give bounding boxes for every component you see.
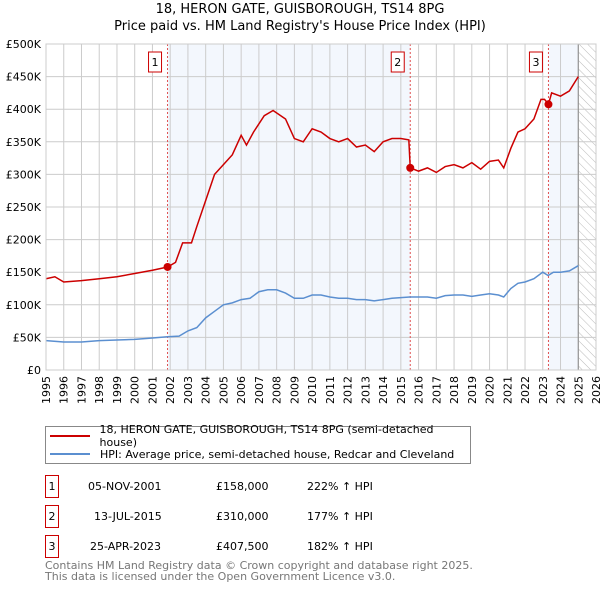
x-tick-label: 2002 bbox=[164, 376, 177, 404]
y-tick-label: £500K bbox=[6, 38, 42, 51]
sale-date: 05-NOV-2001 bbox=[88, 480, 162, 493]
x-tick-label: 2013 bbox=[359, 376, 372, 404]
sale-row: 3 25-APR-2023 £407,500 182% ↑ HPI bbox=[45, 535, 545, 559]
sale-point bbox=[406, 163, 415, 172]
legend-item-hpi: HPI: Average price, semi-detached house,… bbox=[50, 445, 454, 463]
sale-label-box bbox=[528, 51, 543, 73]
x-tick-label: 2000 bbox=[129, 376, 142, 404]
y-tick-label: £150K bbox=[6, 266, 42, 279]
x-tick-label: 1998 bbox=[93, 376, 106, 404]
x-tick-label: 2026 bbox=[590, 376, 600, 404]
x-tick-label: 2004 bbox=[200, 376, 213, 404]
y-tick-label: £100K bbox=[6, 299, 42, 312]
x-tick-label: 2023 bbox=[537, 376, 550, 404]
x-tick-label: 2012 bbox=[342, 376, 355, 404]
y-tick-label: £0 bbox=[27, 364, 41, 377]
x-tick-label: 2024 bbox=[555, 376, 568, 404]
sale-marker-label: 2 bbox=[45, 505, 59, 528]
x-tick-label: 2020 bbox=[484, 376, 497, 404]
y-tick-label: £400K bbox=[6, 103, 42, 116]
x-tick-label: 2016 bbox=[413, 376, 426, 404]
sale-hpi-change: 182% ↑ HPI bbox=[307, 540, 373, 553]
x-tick-label: 2018 bbox=[448, 376, 461, 404]
sale-date: 13-JUL-2015 bbox=[94, 510, 162, 523]
x-tick-label: 2015 bbox=[395, 376, 408, 404]
plot-border bbox=[45, 43, 597, 371]
x-tick-label: 2005 bbox=[217, 376, 230, 404]
sale-marker-label: 1 bbox=[45, 475, 59, 498]
sale-price: £310,000 bbox=[216, 510, 269, 523]
sale-label-box bbox=[390, 51, 405, 73]
sale-row: 1 05-NOV-2001 £158,000 222% ↑ HPI bbox=[45, 475, 545, 499]
legend-item-property: 18, HERON GATE, GUISBOROUGH, TS14 8PG (s… bbox=[50, 423, 470, 449]
sale-label: 1 bbox=[152, 56, 159, 69]
x-tick-label: 2014 bbox=[377, 376, 390, 404]
y-tick-label: £450K bbox=[6, 71, 42, 84]
legend-label-property: 18, HERON GATE, GUISBOROUGH, TS14 8PG (s… bbox=[99, 423, 434, 449]
blue-line-swatch bbox=[50, 453, 90, 455]
x-tick-label: 2006 bbox=[235, 376, 248, 404]
series-line-hpi bbox=[45, 265, 579, 343]
x-tick-label: 1995 bbox=[40, 376, 53, 404]
y-tick-label: £200K bbox=[6, 234, 42, 247]
sale-row: 2 13-JUL-2015 £310,000 177% ↑ HPI bbox=[45, 505, 545, 529]
price-chart: 1995 1996 1997 1998 1999 2000 2001 2002 2003 2004… bbox=[6, 38, 600, 404]
x-tick-label: 1996 bbox=[58, 376, 71, 404]
x-tick-label: 2009 bbox=[288, 376, 301, 404]
x-tick-label: 2008 bbox=[271, 376, 284, 404]
y-tick-label: £50K bbox=[13, 331, 42, 344]
x-tick-label: 1997 bbox=[75, 376, 88, 404]
x-tick-label: 2017 bbox=[430, 376, 443, 404]
y-tick-label: £350K bbox=[6, 136, 42, 149]
sale-label-box bbox=[148, 51, 163, 73]
x-tick-label: 2019 bbox=[466, 376, 479, 404]
x-tick-label: 2003 bbox=[182, 376, 195, 404]
copyright-text: Contains HM Land Registry data © Crown c… bbox=[45, 559, 473, 572]
sale-hpi-change: 177% ↑ HPI bbox=[307, 510, 373, 523]
chart-title: 18, HERON GATE, GUISBOROUGH, TS14 8PG bbox=[155, 2, 445, 17]
x-tick-label: 2021 bbox=[501, 376, 514, 404]
y-tick-label: £250K bbox=[6, 201, 42, 214]
x-tick-label: 2011 bbox=[324, 376, 337, 404]
legend: 18, HERON GATE, GUISBOROUGH, TS14 8PG (s… bbox=[45, 423, 471, 464]
sale-date: 25-APR-2023 bbox=[90, 540, 162, 553]
legend-label-hpi: HPI: Average price, semi-detached house,… bbox=[100, 447, 455, 461]
sale-hpi-change: 222% ↑ HPI bbox=[307, 480, 373, 493]
sale-point bbox=[544, 100, 553, 109]
sale-label: 3 bbox=[532, 56, 539, 69]
sale-marker-label: 3 bbox=[45, 535, 59, 558]
x-tick-label: 2001 bbox=[146, 376, 159, 404]
footer: Contains HM Land Registry data © Crown c… bbox=[45, 560, 473, 582]
y-tick-label: £300K bbox=[6, 168, 42, 181]
x-tick-label: 2022 bbox=[519, 376, 532, 404]
chart-subtitle: Price paid vs. HM Land Registry's House … bbox=[114, 19, 486, 34]
sale-price: £407,500 bbox=[216, 540, 269, 553]
red-line-swatch bbox=[50, 435, 90, 437]
licence-text: This data is licensed under the Open Gov… bbox=[45, 570, 396, 583]
x-tick-label: 2007 bbox=[253, 376, 266, 404]
sale-price: £158,000 bbox=[216, 480, 269, 493]
series-line-property bbox=[45, 76, 579, 283]
x-tick-label: 2010 bbox=[306, 376, 319, 404]
x-tick-label: 2025 bbox=[572, 376, 585, 404]
x-tick-label: 1999 bbox=[111, 376, 124, 404]
sale-label: 2 bbox=[394, 56, 401, 69]
sale-point bbox=[163, 262, 172, 271]
